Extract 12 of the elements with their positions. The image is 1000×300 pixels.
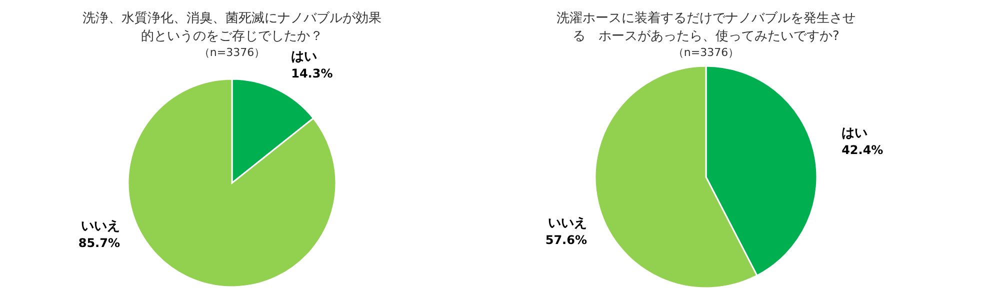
slice-label: はい bbox=[842, 126, 868, 141]
chart-subtitle: （n=3376） bbox=[198, 46, 266, 59]
slice-label: はい bbox=[291, 50, 318, 65]
slice-label: いいえ bbox=[548, 216, 587, 231]
chart-title: 洗濯ホースに装着するだけでナノバブルを発生させる ホースがあったら、使ってみたいですか? bbox=[556, 10, 856, 44]
data-label: 85.7% bbox=[78, 236, 120, 250]
chart-subtitle: （n=3376） bbox=[672, 46, 740, 59]
data-label: 57.6% bbox=[545, 232, 587, 247]
data-label: 42.4% bbox=[842, 142, 884, 157]
slice-label: いいえ bbox=[81, 218, 120, 234]
chart-title: 洗浄、水質浄化、消臭、菌死滅にナノバブルが効果的というのをご存じでしたか？ bbox=[82, 11, 382, 44]
data-label: 14.3% bbox=[291, 66, 333, 81]
